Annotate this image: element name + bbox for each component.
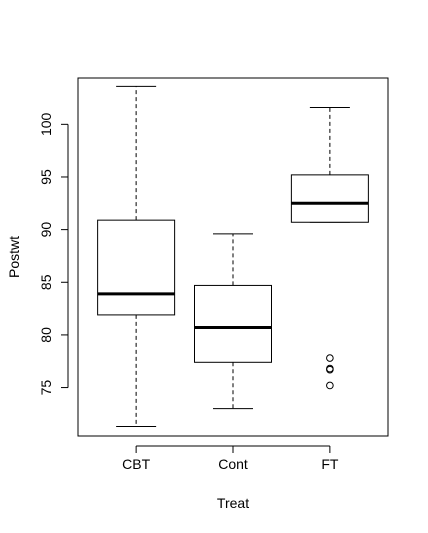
outlier-ft-2	[326, 365, 334, 374]
x-tick-label-cbt: CBT	[122, 456, 150, 472]
x-tick-label-cont: Cont	[218, 456, 248, 472]
outlier-ft-3	[326, 381, 334, 390]
x-axis: CBT Cont FT	[122, 445, 339, 472]
y-tick-label-85: 85	[38, 274, 54, 290]
x-axis-label: Treat	[217, 495, 249, 511]
y-tick-label-90: 90	[38, 222, 54, 238]
y-tick-label-75: 75	[38, 380, 54, 396]
iqr-box-cbt	[97, 219, 176, 316]
x-tick-label-ft: FT	[321, 456, 339, 472]
y-tick-label-95: 95	[38, 169, 54, 185]
y-tick-label-80: 80	[38, 327, 54, 343]
box-ft	[290, 106, 369, 390]
box-cont	[194, 233, 272, 410]
y-tick-label-100: 100	[38, 112, 54, 136]
box-cbt	[97, 85, 176, 428]
plot-frame	[77, 77, 389, 437]
y-axis-label: Postwt	[6, 236, 22, 278]
iqr-box-cont	[194, 284, 272, 363]
outlier-ft-0	[326, 354, 334, 362]
y-axis: 75 80 85 90 95 100	[38, 112, 69, 396]
iqr-box-ft	[290, 174, 369, 223]
boxes-layer	[97, 85, 369, 428]
